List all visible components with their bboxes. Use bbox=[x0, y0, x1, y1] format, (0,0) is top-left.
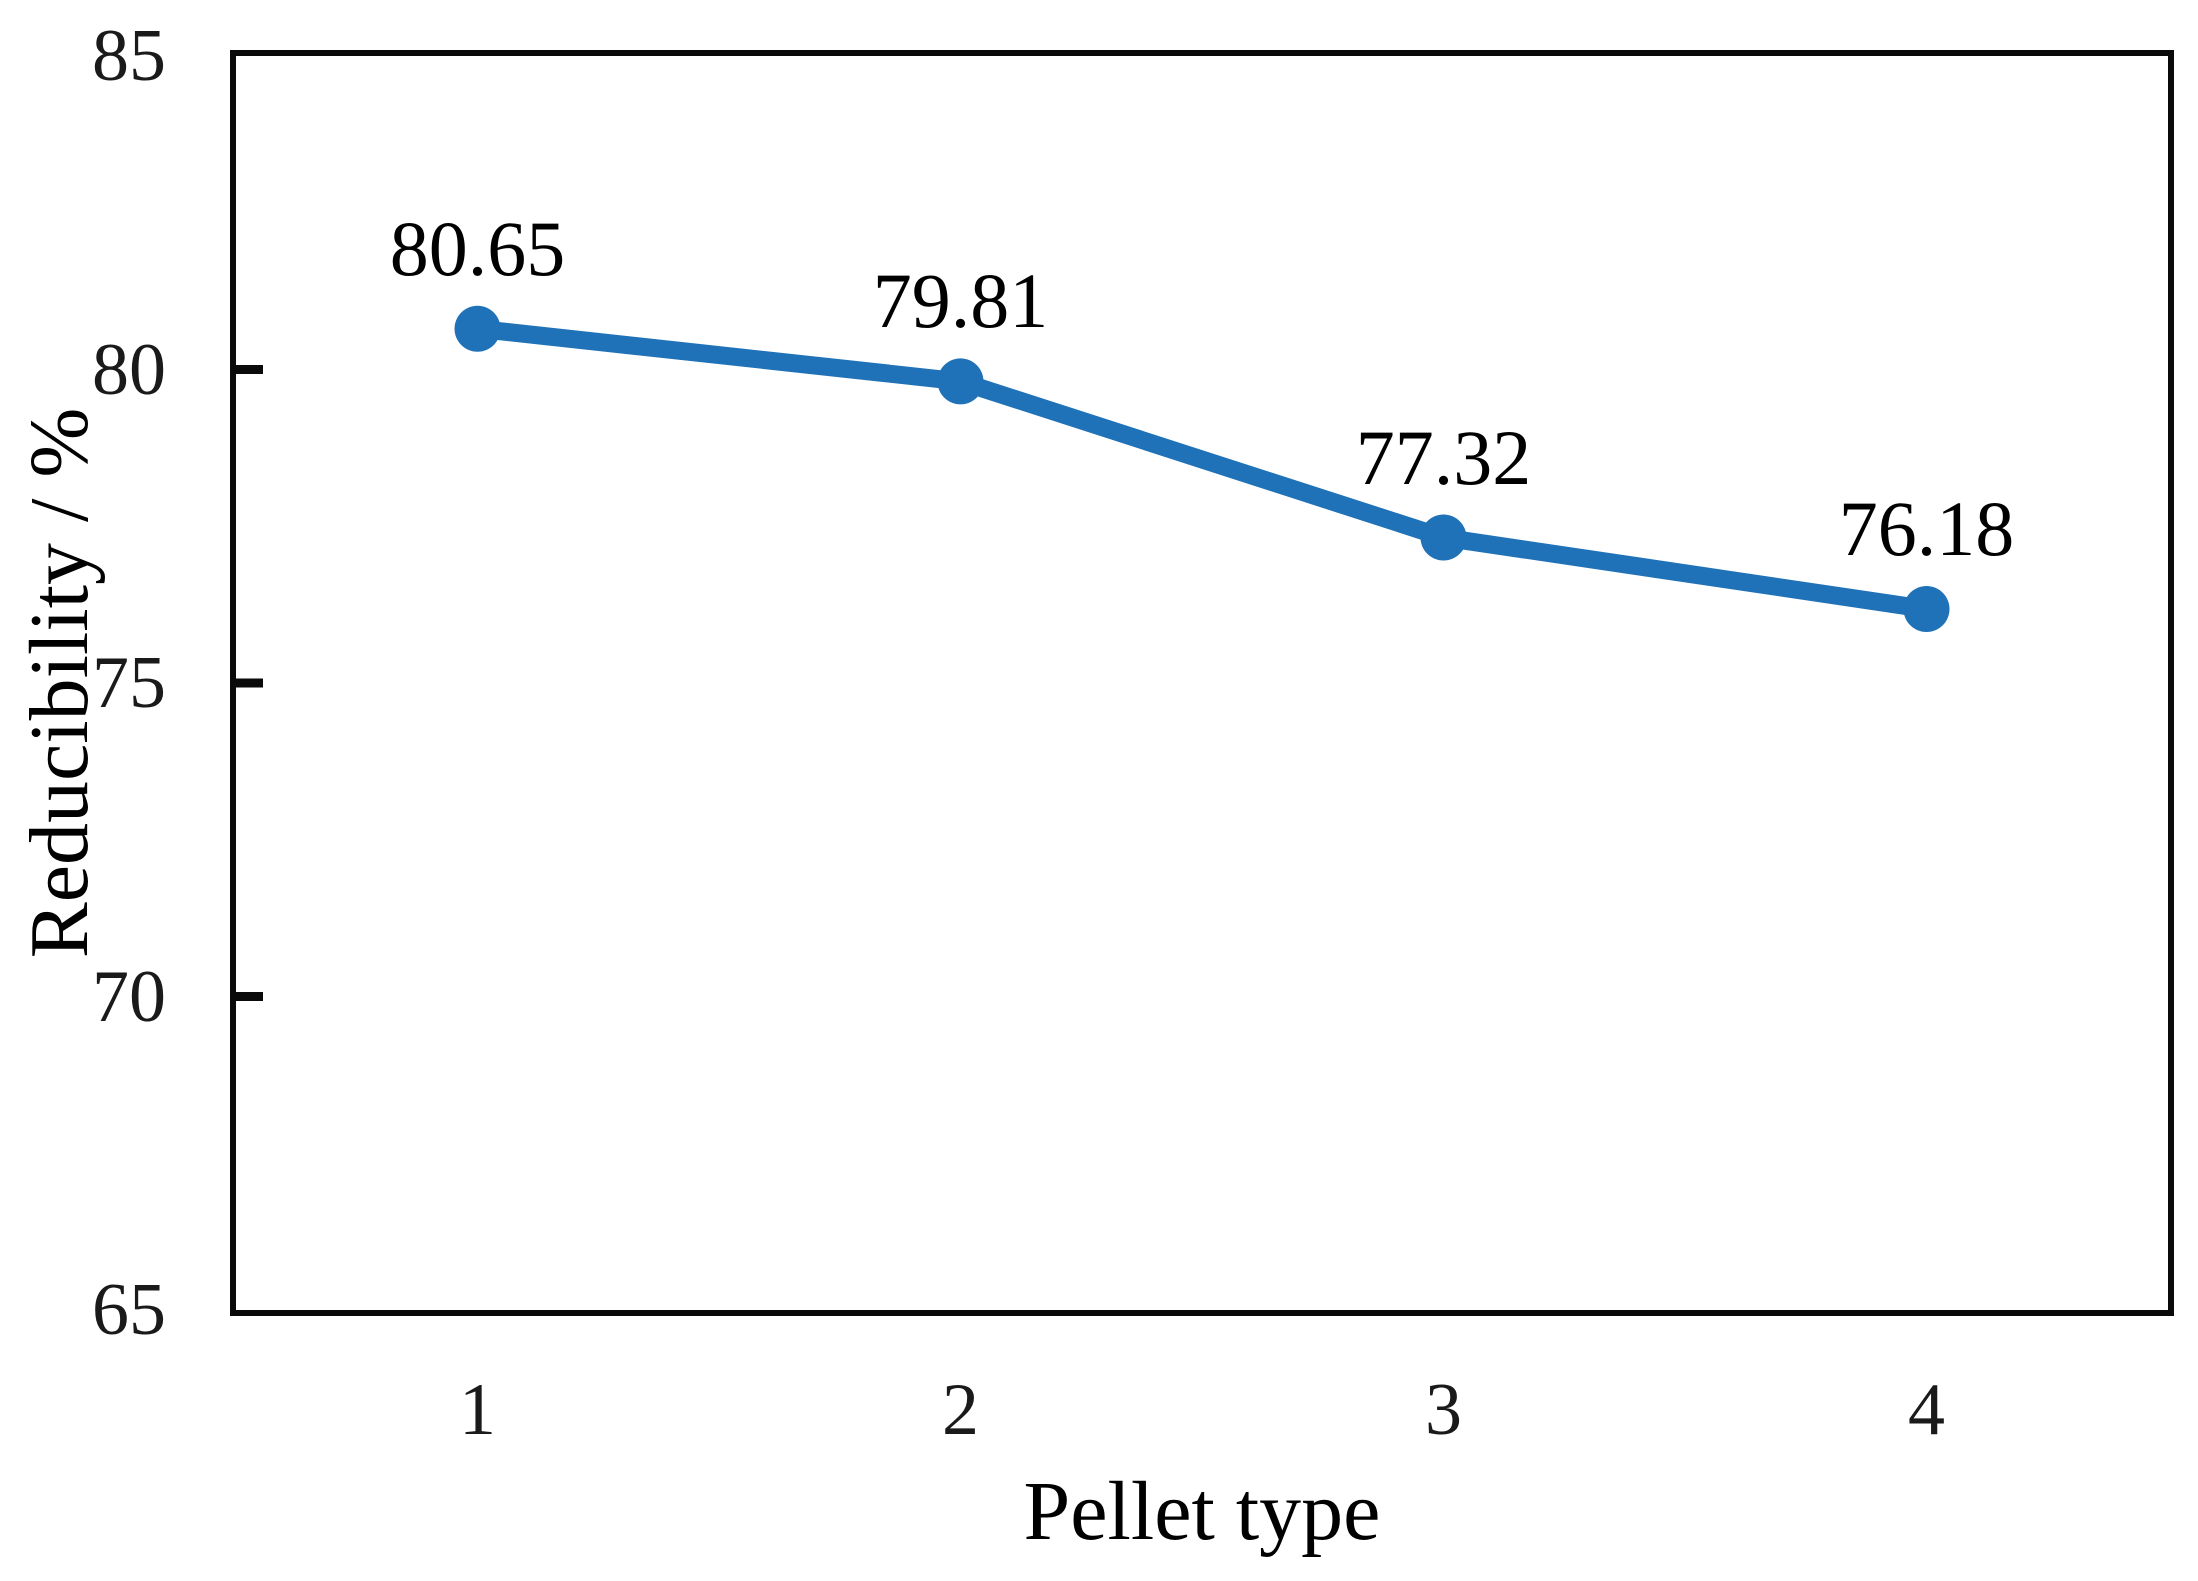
y-axis-tick-label: 80 bbox=[92, 328, 166, 411]
y-axis-tick-label: 75 bbox=[92, 642, 166, 724]
y-axis-tick-label: 65 bbox=[92, 1269, 166, 1351]
data-point-marker bbox=[937, 358, 984, 405]
y-axis-tick-label: 85 bbox=[92, 15, 166, 97]
line-series-svg bbox=[236, 305, 1950, 1001]
series-line bbox=[468, 319, 1936, 619]
x-axis-tick-label: 2 bbox=[942, 1369, 979, 1451]
data-point-label: 79.81 bbox=[872, 257, 1049, 345]
data-point-label: 77.32 bbox=[1355, 413, 1532, 501]
x-axis-tick-label: 3 bbox=[1425, 1369, 1462, 1451]
data-point-marker bbox=[1420, 514, 1467, 561]
x-axis-title: Pellet type bbox=[1023, 1465, 1381, 1558]
x-axis-tick-label: 1 bbox=[459, 1369, 496, 1451]
x-axis-tick-label: 4 bbox=[1908, 1369, 1945, 1451]
y-axis-tick-label: 70 bbox=[92, 955, 166, 1038]
data-point-marker bbox=[454, 305, 501, 352]
plot-area: 80.65 79.81 77.32 76.18 bbox=[230, 50, 2174, 1316]
data-point-marker bbox=[1903, 586, 1950, 633]
data-point-label: 76.18 bbox=[1838, 485, 2015, 572]
data-point-label: 80.65 bbox=[389, 204, 566, 292]
